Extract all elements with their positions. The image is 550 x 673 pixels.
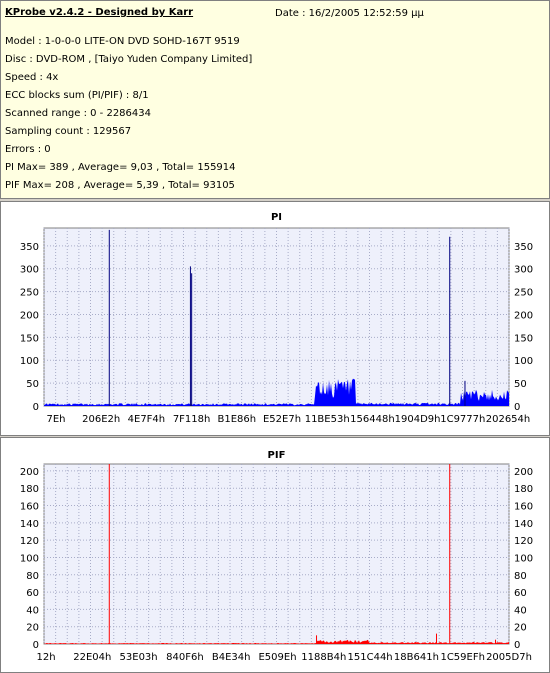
x-tick-label: 840F6h	[166, 652, 204, 663]
y-tick-label-right: 40	[514, 605, 527, 616]
x-tick-label: 1904D9h	[395, 414, 441, 425]
y-tick-label-right: 60	[514, 588, 527, 599]
y-tick-label-left: 0	[33, 402, 39, 413]
info-speed: Speed : 4x	[5, 72, 59, 83]
y-tick-label-right: 300	[514, 265, 533, 276]
x-tick-label: B1E86h	[217, 414, 256, 425]
x-tick-label: 2005D7h	[486, 652, 532, 663]
info-model: Model : 1-0-0-0 LITE-ON DVD SOHD-167T 95…	[5, 36, 240, 47]
disc-info-panel: KProbe v2.4.2 - Designed by Karr Date : …	[0, 0, 550, 199]
chart-title: PI	[271, 212, 282, 223]
y-tick-label-right: 0	[514, 640, 520, 651]
x-tick-label: 1188B4h	[301, 652, 346, 663]
x-tick-label: 7Eh	[46, 414, 65, 425]
info-sampling-count: Sampling count : 129567	[5, 126, 132, 137]
x-tick-label: E52E7h	[263, 414, 301, 425]
y-tick-label-left: 100	[20, 553, 39, 564]
y-tick-label-right: 160	[514, 502, 533, 513]
y-tick-label-right: 100	[514, 356, 533, 367]
y-tick-label-left: 180	[20, 484, 39, 495]
info-scanned-range: Scanned range : 0 - 2286434	[5, 108, 151, 119]
chart-title: PIF	[268, 450, 286, 461]
y-tick-label-left: 150	[20, 333, 39, 344]
x-tick-label: 22E04h	[73, 652, 111, 663]
y-tick-label-right: 200	[514, 467, 533, 478]
y-tick-label-left: 60	[26, 588, 39, 599]
y-tick-label-right: 250	[514, 288, 533, 299]
x-tick-label: 202654h	[486, 414, 531, 425]
x-tick-label: B4E34h	[212, 652, 251, 663]
pi-chart-panel: PI 0 0 50 50 100 100 150 150 200 200 250 250 300 300 35…	[0, 201, 550, 436]
x-tick-label: 151C44h	[348, 652, 393, 663]
y-tick-label-left: 80	[26, 571, 39, 582]
x-tick-label: 53E03h	[120, 652, 158, 663]
y-tick-label-right: 80	[514, 571, 527, 582]
x-tick-label: 7F118h	[173, 414, 211, 425]
y-tick-label-right: 150	[514, 333, 533, 344]
info-ecc-blocks: ECC blocks sum (PI/PIF) : 8/1	[5, 90, 149, 101]
data-area-pi	[44, 378, 509, 406]
info-disc: Disc : DVD-ROM , [Taiyo Yuden Company Li…	[5, 54, 253, 65]
info-errors: Errors : 0	[5, 144, 51, 155]
y-tick-label-left: 350	[20, 242, 39, 253]
y-tick-label-left: 0	[33, 640, 39, 651]
y-tick-label-right: 350	[514, 242, 533, 253]
y-tick-label-left: 50	[26, 379, 39, 390]
y-tick-label-left: 40	[26, 605, 39, 616]
y-tick-label-right: 50	[514, 379, 527, 390]
pif-chart: PIF 0 0 20 20 40 40 60 60 80 80 100 100 120 120 140 140 1…	[20, 450, 533, 663]
plot-area	[43, 227, 510, 407]
x-tick-label: 18B641h	[394, 652, 439, 663]
x-tick-label: 1C59EFh	[440, 652, 484, 663]
y-tick-label-right: 100	[514, 553, 533, 564]
y-tick-label-left: 120	[20, 536, 39, 547]
y-tick-label-left: 100	[20, 356, 39, 367]
data-area-pif	[44, 639, 509, 644]
x-tick-label: 12h	[36, 652, 55, 663]
info-pi-stats: PI Max= 389 , Average= 9,03 , Total= 155…	[5, 162, 236, 173]
y-tick-label-left: 140	[20, 519, 39, 530]
y-tick-label-right: 180	[514, 484, 533, 495]
y-tick-label-right: 20	[514, 623, 527, 634]
y-tick-label-right: 120	[514, 536, 533, 547]
y-tick-label-right: 0	[514, 402, 520, 413]
y-tick-label-left: 300	[20, 265, 39, 276]
y-tick-label-left: 160	[20, 502, 39, 513]
y-tick-label-left: 200	[20, 467, 39, 478]
info-pif-stats: PIF Max= 208 , Average= 5,39 , Total= 93…	[5, 180, 235, 191]
y-tick-label-left: 20	[26, 623, 39, 634]
y-tick-label-left: 250	[20, 288, 39, 299]
y-tick-label-left: 200	[20, 310, 39, 321]
pif-chart-panel: PIF 0 0 20 20 40 40 60 60 80 80 100 100 120 120 140 140 1…	[0, 437, 550, 673]
y-tick-label-right: 140	[514, 519, 533, 530]
x-tick-label: 206E2h	[82, 414, 120, 425]
y-tick-label-right: 200	[514, 310, 533, 321]
x-tick-label: E509Eh	[258, 652, 296, 663]
x-tick-label: 1C9777h	[440, 414, 485, 425]
app-title: KProbe v2.4.2 - Designed by Karr	[5, 7, 194, 18]
pi-chart: PI 0 0 50 50 100 100 150 150 200 200 250 250 300 300 35…	[20, 212, 533, 425]
x-tick-label: 4E7F4h	[128, 414, 166, 425]
x-tick-label: 11BE53h	[305, 414, 350, 425]
x-tick-label: 156448h	[350, 414, 395, 425]
scan-date: Date : 16/2/2005 12:52:59 μμ	[275, 8, 424, 19]
